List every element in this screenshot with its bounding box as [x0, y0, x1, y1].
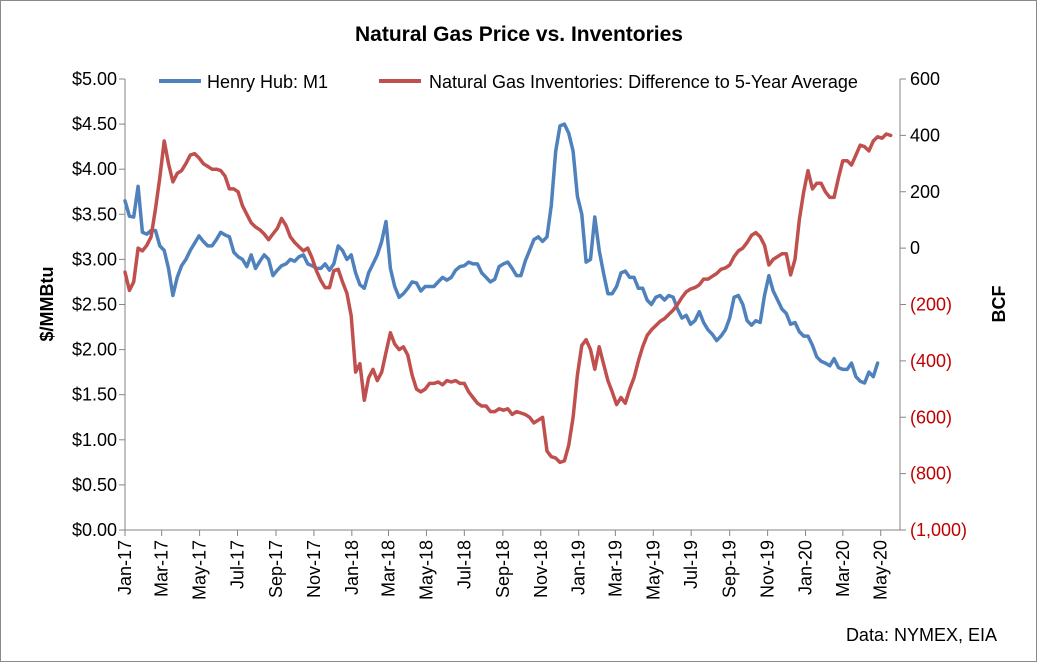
left-y-tick-label: $3.00	[72, 249, 117, 269]
x-tick-label: Jul-17	[227, 540, 247, 589]
x-tick-label: May-19	[643, 540, 663, 600]
x-tick-label: Nov-17	[304, 540, 324, 598]
right-y-tick-label: (1,000)	[910, 520, 967, 540]
right-y-tick-label: 400	[910, 125, 940, 145]
x-tick-label: Mar-19	[605, 540, 625, 597]
right-y-tick-label: (800)	[910, 464, 952, 484]
x-tick-label: May-17	[190, 540, 210, 600]
x-tick-labels: Jan-17 Mar-17 May-17 Jul-17 Sep-17 Nov-17 Jan-…	[115, 530, 891, 600]
x-tick-label: Sep-17	[266, 540, 286, 598]
series-layer	[123, 122, 893, 465]
right-y-tick-label: 600	[910, 69, 940, 89]
x-tick-label: May-20	[871, 540, 891, 600]
left-y-tick-label: $5.00	[72, 69, 117, 89]
x-tick-label: Jan-19	[569, 540, 589, 595]
legend-label-henry-hub: Henry Hub: M1	[207, 72, 328, 92]
left-y-tick-label: $2.00	[72, 340, 117, 360]
source-note: Data: NYMEX, EIA	[846, 625, 997, 645]
right-y-tick-label: (400)	[910, 351, 952, 371]
left-y-tick-label: $4.50	[72, 114, 117, 134]
chart-title: Natural Gas Price vs. Inventories	[355, 23, 683, 46]
left-y-tick-label: $1.50	[72, 385, 117, 405]
right-y-tick-label: 0	[910, 238, 920, 258]
right-y-tick-label: 200	[910, 182, 940, 202]
x-tick-label: Mar-18	[379, 540, 399, 597]
x-tick-label: Mar-20	[833, 540, 853, 597]
left-y-tick-label: $4.00	[72, 159, 117, 179]
x-tick-label: Sep-19	[720, 540, 740, 598]
right-axis-title: BCF	[989, 286, 1009, 323]
x-tick-label: May-18	[416, 540, 436, 600]
x-tick-label: Jul-19	[681, 540, 701, 589]
x-tick-label: Jul-18	[454, 540, 474, 589]
x-tick-label: Sep-18	[493, 540, 513, 598]
legend-label-inventories: Natural Gas Inventories: Difference to 5…	[429, 72, 858, 92]
right-y-tick-labels: (1,000) (800) (600) (400) (200) 0 200 400 600	[900, 69, 967, 540]
left-axis-title: $/MMBtu	[37, 267, 57, 342]
x-tick-label: Nov-19	[758, 540, 778, 598]
x-tick-label: Jan-18	[342, 540, 362, 595]
left-y-tick-label: $0.00	[72, 520, 117, 540]
henry-hub-series-line	[123, 122, 880, 385]
left-y-tick-label: $0.50	[72, 475, 117, 495]
right-y-tick-label: (600)	[910, 407, 952, 427]
x-tick-label: Mar-17	[152, 540, 172, 597]
left-y-tick-label: $3.50	[72, 204, 117, 224]
left-y-tick-label: $1.00	[72, 430, 117, 450]
inventories-series-line	[123, 132, 893, 465]
left-y-tick-labels: $0.00 $0.50 $1.00 $1.50 $2.00 $2.50 $3.00 $3.50…	[72, 69, 125, 540]
right-y-tick-label: (200)	[910, 295, 952, 315]
x-tick-label: Jan-20	[796, 540, 816, 595]
x-tick-label: Jan-17	[115, 540, 135, 595]
x-tick-label: Nov-18	[531, 540, 551, 598]
left-y-tick-label: $2.50	[72, 295, 117, 315]
